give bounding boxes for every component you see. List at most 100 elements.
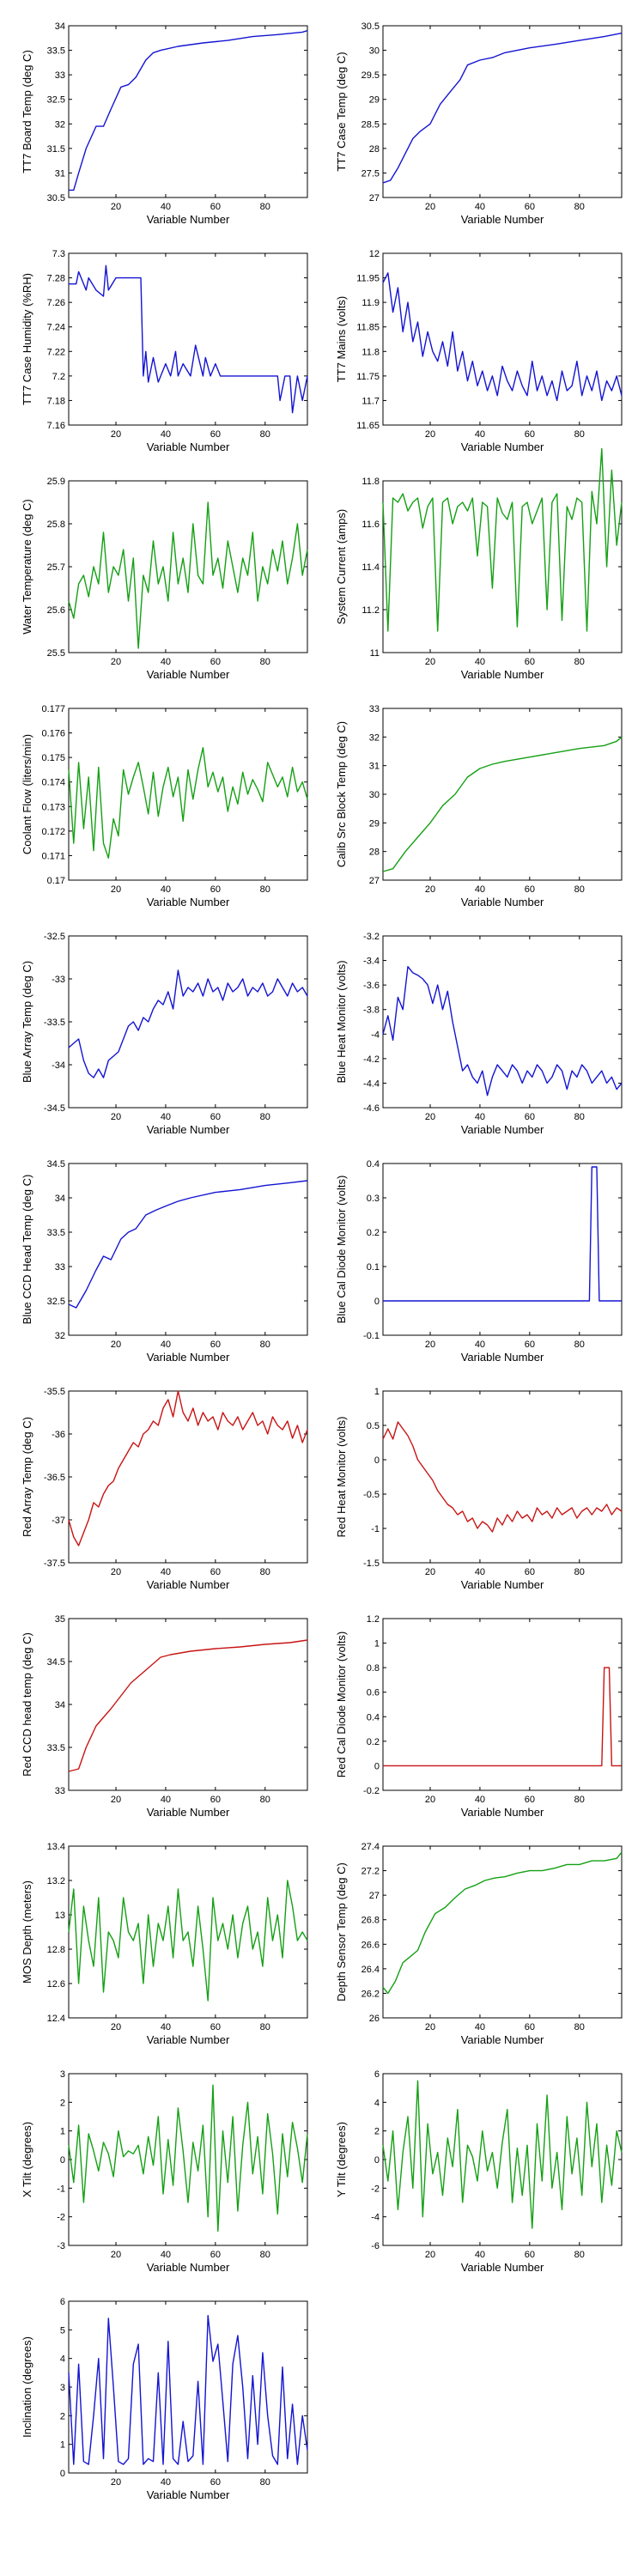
y-tick-label: 26 <box>369 2014 380 2024</box>
plot-frame <box>382 1845 623 2019</box>
y-tick-label: 7.18 <box>47 396 65 406</box>
x-axis-label: Variable Number <box>147 2488 230 2501</box>
y-tick-label: 0 <box>374 1761 380 1771</box>
x-axis-label: Variable Number <box>461 213 544 226</box>
chart-panel: 11 11.2 11.4 11.6 11.8 20 40 60 80 Variable Numbe… <box>335 447 623 681</box>
y-tick-label: 29 <box>369 818 380 829</box>
plot-frame <box>68 1390 308 1564</box>
x-tick-label: 80 <box>260 429 270 440</box>
y-tick-label: 12.8 <box>47 1945 65 1955</box>
x-tick-label: 60 <box>210 1340 221 1350</box>
x-tick-label: 20 <box>425 2022 435 2032</box>
y-tick-label: 7.24 <box>47 323 65 333</box>
series-line <box>68 1180 308 1309</box>
y-tick-label: 0.172 <box>41 827 65 837</box>
y-tick-label: -1.5 <box>363 1558 380 1569</box>
x-axis-label: Variable Number <box>147 1578 230 1591</box>
x-tick-label: 40 <box>475 1567 485 1577</box>
plot-frame <box>68 252 308 426</box>
y-tick-label: 32 <box>369 732 380 743</box>
x-tick-label: 60 <box>525 429 535 440</box>
chart-panel: -34.5 -34 -33.5 -33 -32.5 20 40 60 80 Variable Nu… <box>21 932 308 1136</box>
y-axis-label: Blue Heat Monitor (volts) <box>335 960 348 1083</box>
y-tick-label: -33 <box>52 975 65 985</box>
x-axis-label: Variable Number <box>461 1123 544 1136</box>
x-tick-label: 40 <box>475 657 485 667</box>
y-tick-label: -2 <box>57 2213 65 2223</box>
plot-frame <box>382 252 623 426</box>
y-tick-label: 28 <box>369 848 380 858</box>
y-tick-label: -4.4 <box>363 1078 380 1089</box>
y-tick-label: 1 <box>374 1387 380 1397</box>
y-tick-label: -32.5 <box>44 932 65 942</box>
y-tick-label: 25.6 <box>47 605 65 616</box>
x-tick-label: 40 <box>475 1112 485 1122</box>
x-tick-label: 60 <box>525 2022 535 2032</box>
chart-panel: 12.4 12.6 12.8 13 13.2 13.4 20 40 60 80 Variable N… <box>21 1842 308 2046</box>
y-tick-label: 11.65 <box>356 421 380 431</box>
x-tick-label: 40 <box>475 2250 485 2260</box>
y-tick-label: 0.1 <box>367 1262 380 1273</box>
series-line <box>68 1639 308 1772</box>
y-tick-label: 32.5 <box>47 95 65 106</box>
x-tick-label: 20 <box>111 884 121 895</box>
y-tick-label: 7.28 <box>47 274 65 284</box>
x-tick-label: 20 <box>111 1340 121 1350</box>
y-tick-label: 3 <box>60 2383 65 2393</box>
y-tick-label: 30.5 <box>361 21 380 32</box>
y-tick-label: 7.3 <box>52 249 65 259</box>
y-axis-label: Blue CCD Head Temp (deg C) <box>21 1175 33 1325</box>
y-tick-label: 25.5 <box>47 648 65 659</box>
x-tick-label: 80 <box>260 2477 270 2488</box>
chart-panel: -4.6 -4.4 -4.2 -4 -3.8 -3.6 -3.4 -3.2 20 40 60 80 Va… <box>335 932 623 1136</box>
y-axis-label: MOS Depth (meters) <box>21 1880 33 1984</box>
x-tick-label: 60 <box>210 657 221 667</box>
y-tick-label: 12.6 <box>47 1979 65 1990</box>
x-tick-label: 20 <box>425 1795 435 1805</box>
y-tick-label: 29.5 <box>361 70 380 81</box>
y-tick-label: 0.173 <box>41 802 65 812</box>
y-tick-label: 7.22 <box>47 347 65 357</box>
x-tick-label: 20 <box>425 2250 435 2260</box>
y-tick-label: 0.174 <box>41 778 65 788</box>
y-tick-label: 11.8 <box>361 477 380 487</box>
x-axis-label: Variable Number <box>147 1123 230 1136</box>
y-axis-label: Blue Cal Diode Monitor (volts) <box>335 1176 348 1324</box>
x-tick-label: 60 <box>525 1340 535 1350</box>
chart-panel: 0.17 0.171 0.172 0.173 0.174 0.175 0.176 0.177 2… <box>21 704 308 908</box>
x-tick-label: 60 <box>525 202 535 212</box>
y-tick-label: 0 <box>60 2469 65 2479</box>
x-tick-label: 80 <box>574 429 585 440</box>
plot-frame <box>382 1163 623 1336</box>
y-tick-label: -37.5 <box>44 1558 65 1569</box>
x-tick-label: 60 <box>210 429 221 440</box>
x-tick-label: 40 <box>475 2022 485 2032</box>
y-tick-label: 13.2 <box>47 1876 65 1886</box>
x-tick-label: 20 <box>111 657 121 667</box>
y-tick-label: 25.8 <box>47 519 65 530</box>
x-tick-label: 60 <box>525 2250 535 2260</box>
y-tick-label: 0.6 <box>367 1688 380 1698</box>
x-axis-label: Variable Number <box>461 1351 544 1364</box>
y-tick-label: 34.5 <box>47 1159 65 1170</box>
x-axis-label: Variable Number <box>147 213 230 226</box>
plot-frame <box>68 935 308 1109</box>
series-line <box>68 747 308 859</box>
x-tick-label: 20 <box>111 2250 121 2260</box>
x-tick-label: 40 <box>161 1112 171 1122</box>
y-axis-label: Water Temperature (deg C) <box>21 499 33 635</box>
chart-panel: 30.5 31 31.5 32 32.5 33 33.5 34 20 40 60 80 Variable… <box>21 21 308 226</box>
series-line <box>69 264 308 414</box>
y-axis-label: Red Array Temp (deg C) <box>21 1417 33 1537</box>
y-tick-label: -1 <box>57 2184 65 2194</box>
x-tick-label: 60 <box>210 202 221 212</box>
y-tick-label: 27 <box>369 876 380 886</box>
y-tick-label: 7.16 <box>47 421 65 431</box>
y-axis-label: Blue Array Temp (deg C) <box>21 961 33 1083</box>
y-tick-label: 2 <box>60 2098 65 2108</box>
chart-panel: -6 -4 -2 0 2 4 6 20 40 60 80 Variable Number Y Tilt … <box>335 2069 623 2274</box>
chart-panel: -3 -2 -1 0 1 2 3 20 40 60 80 Variable Number X Tilt … <box>21 2069 308 2274</box>
x-tick-label: 80 <box>574 1567 585 1577</box>
y-tick-label: 26.2 <box>361 1989 380 1999</box>
y-tick-label: 0.4 <box>367 1159 380 1170</box>
